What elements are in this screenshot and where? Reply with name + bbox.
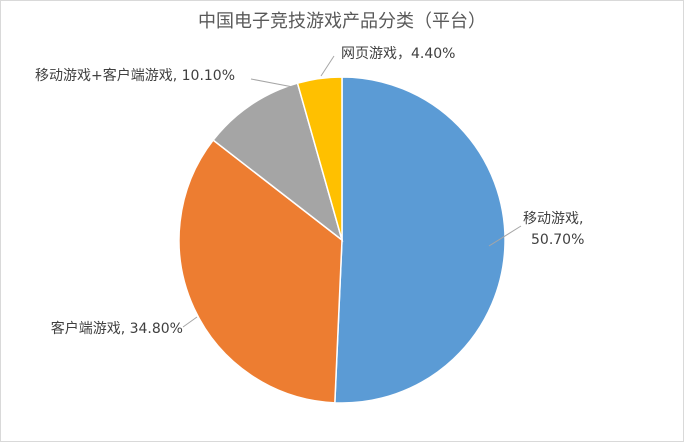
leader-line-mobile-client: [250, 78, 294, 88]
data-label-mobile-value: 50.70%: [531, 232, 584, 248]
leader-line-web: [320, 55, 335, 77]
data-label-mobile-name: 移动游戏,: [523, 211, 583, 227]
data-label-mobile: 移动游戏, 50.70%: [523, 211, 588, 248]
leader-line-mobile: [488, 225, 522, 247]
slice-client: [178, 139, 343, 404]
pie-slices: [178, 76, 506, 404]
data-label-client: 客户端游戏, 34.80%: [51, 320, 183, 337]
slice-mobile: [334, 76, 506, 404]
data-label-mobile-client: 移动游戏+客户端游戏, 10.10%: [35, 67, 235, 84]
leader-line-client: [182, 316, 198, 328]
slice-mobile-client: [212, 82, 344, 242]
slice-web: [296, 76, 343, 241]
chart-title: 中国电子竞技游戏产品分类（平台）: [198, 11, 486, 32]
data-label-web: 网页游戏，4.40%: [341, 46, 455, 62]
